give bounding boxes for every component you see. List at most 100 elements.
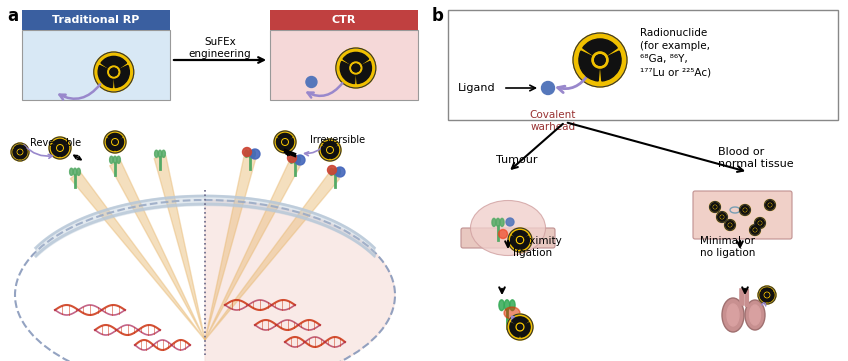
Circle shape (714, 206, 716, 208)
Circle shape (508, 228, 532, 252)
FancyArrowPatch shape (304, 144, 326, 156)
Wedge shape (510, 236, 520, 249)
Wedge shape (722, 215, 726, 221)
Wedge shape (98, 65, 114, 87)
Circle shape (765, 293, 768, 297)
FancyArrowPatch shape (762, 301, 766, 306)
Ellipse shape (496, 218, 500, 226)
FancyArrowPatch shape (59, 84, 100, 100)
Text: a: a (7, 7, 18, 25)
Wedge shape (53, 139, 67, 146)
Circle shape (739, 204, 750, 216)
Circle shape (327, 165, 337, 174)
Wedge shape (13, 149, 20, 159)
Wedge shape (715, 205, 719, 211)
Wedge shape (340, 61, 355, 83)
FancyBboxPatch shape (693, 191, 792, 239)
FancyArrowPatch shape (24, 145, 53, 158)
Circle shape (768, 203, 772, 206)
Circle shape (729, 224, 731, 226)
Circle shape (108, 66, 120, 78)
Wedge shape (750, 228, 755, 234)
Text: Tumour: Tumour (496, 155, 538, 165)
Ellipse shape (727, 304, 739, 326)
Wedge shape (727, 221, 734, 224)
Polygon shape (205, 200, 395, 361)
Ellipse shape (504, 307, 520, 319)
Wedge shape (766, 203, 770, 209)
Circle shape (710, 201, 721, 213)
FancyBboxPatch shape (270, 30, 418, 100)
Circle shape (765, 200, 776, 210)
Wedge shape (330, 146, 338, 158)
Wedge shape (52, 144, 59, 157)
Circle shape (295, 155, 305, 165)
Circle shape (714, 206, 716, 208)
Circle shape (517, 325, 522, 330)
Wedge shape (579, 51, 600, 81)
Circle shape (755, 217, 766, 229)
Circle shape (758, 286, 776, 304)
Wedge shape (278, 134, 292, 140)
Wedge shape (760, 221, 764, 227)
Text: Blood or
normal tissue: Blood or normal tissue (718, 147, 794, 169)
Ellipse shape (333, 168, 337, 175)
Wedge shape (711, 203, 718, 206)
Circle shape (352, 64, 360, 72)
Wedge shape (767, 292, 774, 302)
Circle shape (113, 140, 117, 144)
Circle shape (542, 82, 555, 95)
Text: Minimal or
no ligation: Minimal or no ligation (700, 236, 756, 258)
Wedge shape (521, 323, 530, 337)
Circle shape (721, 216, 723, 218)
Wedge shape (14, 145, 25, 151)
Circle shape (104, 131, 126, 153)
Circle shape (759, 222, 761, 224)
Text: Reversible: Reversible (30, 138, 81, 148)
Circle shape (507, 314, 533, 340)
Ellipse shape (252, 150, 255, 157)
Circle shape (516, 323, 524, 331)
Circle shape (335, 167, 345, 177)
Text: Ligand: Ligand (458, 83, 495, 93)
Wedge shape (276, 138, 285, 151)
Ellipse shape (510, 300, 515, 310)
Wedge shape (321, 146, 330, 158)
Ellipse shape (750, 305, 761, 325)
FancyBboxPatch shape (22, 10, 170, 30)
Ellipse shape (244, 150, 248, 157)
Ellipse shape (293, 156, 297, 164)
Wedge shape (114, 65, 130, 87)
Wedge shape (583, 39, 617, 55)
Wedge shape (756, 219, 763, 222)
Polygon shape (205, 156, 256, 340)
Circle shape (758, 221, 762, 225)
Ellipse shape (248, 150, 252, 157)
Polygon shape (154, 156, 205, 340)
Circle shape (94, 52, 134, 92)
Circle shape (352, 64, 360, 72)
Wedge shape (511, 317, 528, 325)
Circle shape (729, 224, 731, 226)
Circle shape (744, 209, 746, 211)
Wedge shape (751, 226, 758, 229)
Wedge shape (512, 231, 527, 238)
Circle shape (516, 236, 523, 244)
Wedge shape (770, 203, 774, 209)
Polygon shape (109, 160, 205, 340)
Wedge shape (343, 52, 369, 65)
Ellipse shape (109, 156, 113, 164)
Circle shape (592, 52, 608, 68)
Circle shape (274, 131, 296, 153)
Ellipse shape (162, 150, 165, 157)
Circle shape (506, 218, 514, 226)
Circle shape (765, 293, 768, 297)
Circle shape (499, 230, 507, 239)
Ellipse shape (154, 150, 159, 157)
Circle shape (306, 77, 317, 87)
Ellipse shape (77, 168, 81, 175)
Circle shape (721, 216, 723, 218)
Ellipse shape (500, 218, 504, 226)
Circle shape (573, 33, 627, 87)
Wedge shape (510, 323, 520, 337)
